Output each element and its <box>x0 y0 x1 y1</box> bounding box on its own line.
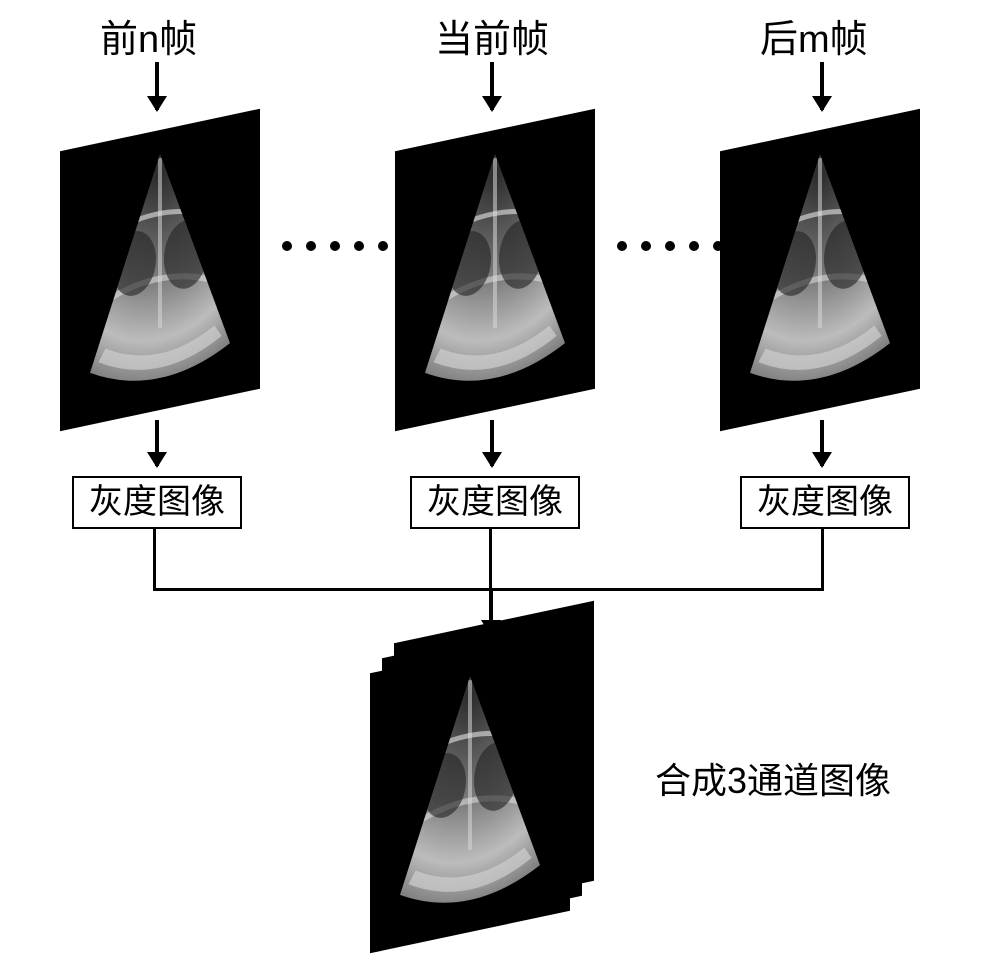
label-next-m: 后m帧 <box>760 8 868 63</box>
label-prev-n: 前n帧 <box>100 8 197 63</box>
frame-current <box>395 130 615 430</box>
arrow-down-icon <box>155 420 159 466</box>
ultrasound-image-icon <box>74 130 246 417</box>
connector-line <box>821 528 824 590</box>
arrow-down-icon <box>490 62 494 110</box>
ultrasound-image-icon <box>384 652 556 939</box>
frame-prev <box>60 130 280 430</box>
frame-merged <box>370 652 600 972</box>
ellipsis-icon <box>275 238 395 248</box>
box-label: 灰度图像 <box>427 483 563 521</box>
arrow-down-icon <box>490 420 494 466</box>
box-gray-right: 灰度图像 <box>740 476 910 529</box>
label-merged: 合成3通道图像 <box>655 752 891 804</box>
ultrasound-image-icon <box>734 130 906 417</box>
connector-line <box>489 528 492 590</box>
diagram-canvas: 前n帧 当前帧 后m帧 <box>0 0 1000 979</box>
ultrasound-image-icon <box>409 130 581 417</box>
box-gray-center: 灰度图像 <box>410 476 580 529</box>
arrow-down-icon <box>820 62 824 110</box>
ellipsis-icon <box>610 238 730 248</box>
box-label: 灰度图像 <box>757 483 893 521</box>
arrow-down-icon <box>820 420 824 466</box>
label-current: 当前帧 <box>435 8 549 63</box>
box-gray-left: 灰度图像 <box>72 476 242 529</box>
box-label: 灰度图像 <box>89 483 225 521</box>
arrow-down-icon <box>155 62 159 110</box>
frame-next <box>720 130 940 430</box>
connector-line <box>153 528 156 590</box>
